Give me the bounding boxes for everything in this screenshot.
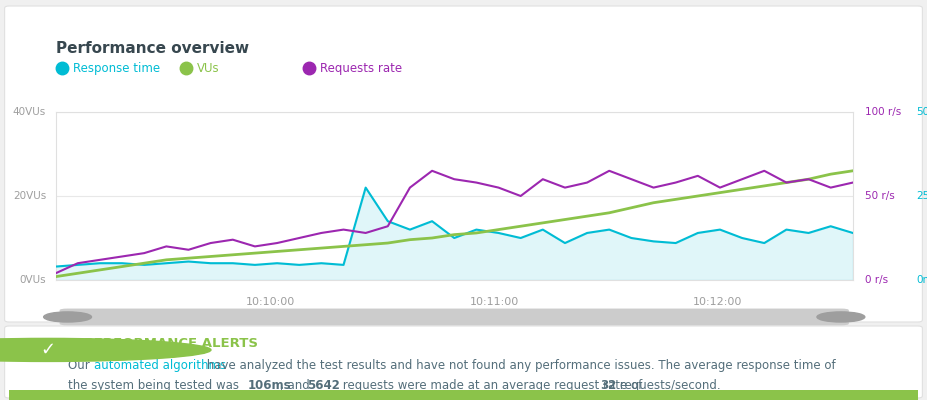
Text: 100 r/s: 100 r/s [865,107,901,117]
Text: Response time: Response time [73,62,160,75]
Text: PERFORMANCE ALERTS: PERFORMANCE ALERTS [83,337,258,350]
Text: , and: , and [280,379,313,392]
Text: 106ms: 106ms [248,379,291,392]
Text: the system being tested was: the system being tested was [69,379,243,392]
Text: VUs: VUs [197,62,220,75]
Circle shape [0,338,211,362]
Text: 10:11:00: 10:11:00 [469,297,519,307]
Text: requests were made at an average request rate of: requests were made at an average request… [339,379,646,392]
Text: requests/second.: requests/second. [616,379,721,392]
Text: 20VUs: 20VUs [13,191,46,201]
Text: 0 r/s: 0 r/s [865,275,888,285]
Text: 40VUs: 40VUs [13,107,46,117]
Text: Our: Our [69,359,94,372]
Text: 500ms: 500ms [917,107,927,117]
Text: 10:10:00: 10:10:00 [247,297,296,307]
Text: 250ms: 250ms [917,191,927,201]
Text: have analyzed the test results and have not found any performance issues. The av: have analyzed the test results and have … [203,359,835,372]
Text: 0VUs: 0VUs [19,275,46,285]
Circle shape [817,312,865,322]
FancyBboxPatch shape [59,308,849,325]
Circle shape [44,312,92,322]
Text: Performance overview: Performance overview [56,42,248,56]
Text: 5642: 5642 [307,379,340,392]
Text: automated algorithms: automated algorithms [94,359,226,372]
Text: 10:12:00: 10:12:00 [692,297,742,307]
Text: Requests rate: Requests rate [321,62,402,75]
Text: ✓: ✓ [40,341,55,359]
Text: 50 r/s: 50 r/s [865,191,895,201]
Text: 32: 32 [600,379,616,392]
Text: 0ms: 0ms [917,275,927,285]
